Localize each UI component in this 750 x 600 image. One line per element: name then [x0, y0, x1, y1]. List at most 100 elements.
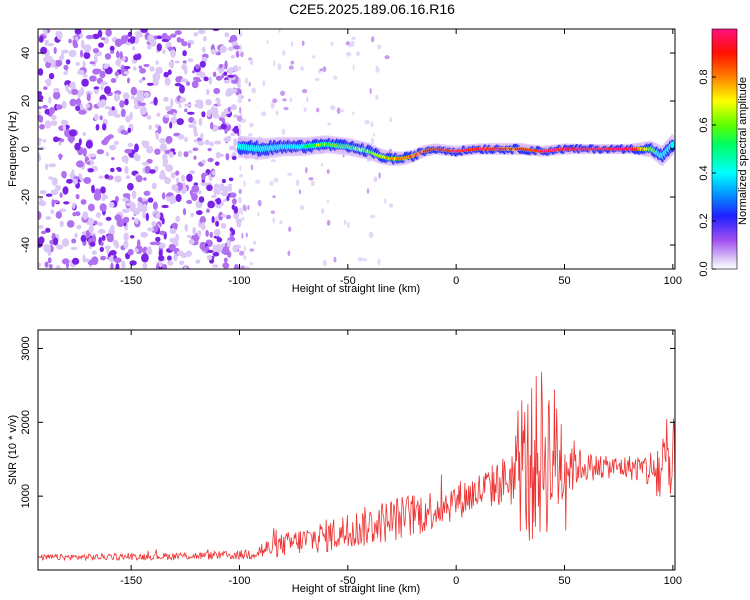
noise-speckle: [238, 50, 241, 55]
noise-speckle: [164, 114, 169, 119]
noise-speckle: [242, 255, 247, 260]
noise-speckle: [240, 210, 243, 216]
noise-speckle: [55, 211, 62, 219]
noise-speckle: [50, 189, 59, 196]
noise-speckle: [187, 58, 194, 62]
y-tick-label: 3000: [20, 336, 32, 360]
noise-speckle: [54, 59, 63, 67]
noise-speckle: [330, 105, 336, 111]
noise-speckle: [187, 234, 192, 239]
noise-speckle: [219, 185, 225, 192]
noise-speckle: [130, 235, 135, 239]
noise-speckle: [271, 159, 276, 163]
noise-speckle: [228, 145, 236, 151]
noise-speckle: [211, 194, 217, 199]
noise-speckle: [213, 187, 217, 196]
noise-speckle: [170, 49, 176, 58]
noise-speckle: [69, 82, 75, 89]
noise-speckle: [163, 264, 168, 269]
noise-speckle: [156, 35, 163, 40]
noise-speckle: [229, 227, 234, 232]
noise-speckle: [175, 233, 180, 242]
colorbar-label: Normalized spectral amplitude: [737, 77, 749, 225]
noise-speckle: [375, 94, 379, 100]
noise-speckle: [239, 44, 243, 51]
noise-speckle: [89, 75, 97, 82]
noise-speckle: [225, 153, 230, 161]
noise-speckle: [316, 107, 320, 113]
noise-speckle: [167, 46, 175, 51]
noise-speckle: [277, 63, 282, 71]
noise-speckle: [171, 184, 179, 191]
noise-speckle: [169, 121, 173, 129]
noise-speckle: [249, 122, 254, 128]
noise-speckle: [48, 96, 52, 104]
noise-speckle: [146, 145, 154, 154]
noise-speckle: [191, 80, 199, 89]
snr-y-axis-label: SNR (10 * v/v): [7, 415, 19, 485]
noise-speckle: [147, 227, 155, 232]
noise-speckle: [214, 161, 220, 166]
noise-speckle: [242, 204, 247, 211]
noise-speckle: [38, 236, 45, 245]
noise-speckle: [122, 216, 130, 224]
noise-speckle: [219, 45, 227, 53]
noise-speckle: [74, 142, 81, 151]
noise-speckle: [104, 86, 111, 95]
noise-speckle: [134, 217, 139, 225]
noise-speckle: [220, 214, 228, 218]
noise-speckle: [205, 100, 213, 106]
noise-speckle: [121, 198, 129, 202]
noise-speckle: [371, 36, 375, 43]
noise-speckle: [206, 109, 211, 118]
noise-speckle: [147, 44, 152, 50]
noise-speckle: [100, 84, 104, 91]
noise-speckle: [80, 234, 87, 243]
x-tick-label: 50: [558, 275, 570, 287]
noise-speckle: [61, 170, 67, 178]
noise-speckle: [191, 193, 198, 201]
noise-speckle: [184, 223, 189, 232]
noise-speckle: [143, 140, 150, 147]
noise-speckle: [207, 157, 214, 163]
noise-speckle: [220, 201, 224, 207]
noise-speckle: [192, 226, 197, 235]
noise-speckle: [56, 244, 64, 250]
noise-speckle: [231, 204, 235, 210]
noise-speckle: [104, 174, 110, 180]
noise-speckle: [300, 205, 305, 210]
noise-speckle: [136, 239, 141, 249]
noise-speckle: [175, 215, 180, 223]
noise-speckle: [39, 190, 47, 195]
noise-speckle: [234, 264, 239, 269]
noise-speckle: [101, 196, 106, 201]
noise-speckle: [38, 94, 44, 101]
noise-speckle: [197, 230, 202, 237]
noise-speckle: [110, 78, 117, 83]
noise-speckle: [159, 242, 166, 249]
noise-speckle: [288, 65, 294, 70]
x-tick-label: 50: [558, 575, 570, 587]
noise-speckle: [326, 219, 331, 226]
noise-speckle: [248, 98, 251, 102]
noise-speckle: [168, 61, 175, 68]
noise-speckle: [257, 199, 262, 207]
noise-speckle: [308, 177, 314, 181]
noise-speckle: [99, 70, 106, 79]
noise-speckle: [127, 77, 130, 84]
noise-speckle: [200, 132, 204, 140]
noise-speckle: [298, 189, 301, 195]
noise-speckle: [289, 97, 293, 103]
heatmap-x-ticks: -150 -100 -50 0 50 100: [120, 29, 682, 287]
noise-speckle: [120, 108, 126, 118]
noise-speckle: [152, 201, 158, 210]
noise-speckle: [203, 76, 209, 82]
noise-speckle: [44, 163, 49, 171]
noise-speckle: [221, 118, 226, 125]
noise-speckle: [71, 88, 79, 96]
noise-speckle: [38, 137, 43, 143]
noise-speckle: [226, 195, 230, 202]
noise-speckle: [209, 231, 213, 238]
noise-speckle: [275, 110, 279, 116]
noise-speckle: [38, 106, 43, 110]
